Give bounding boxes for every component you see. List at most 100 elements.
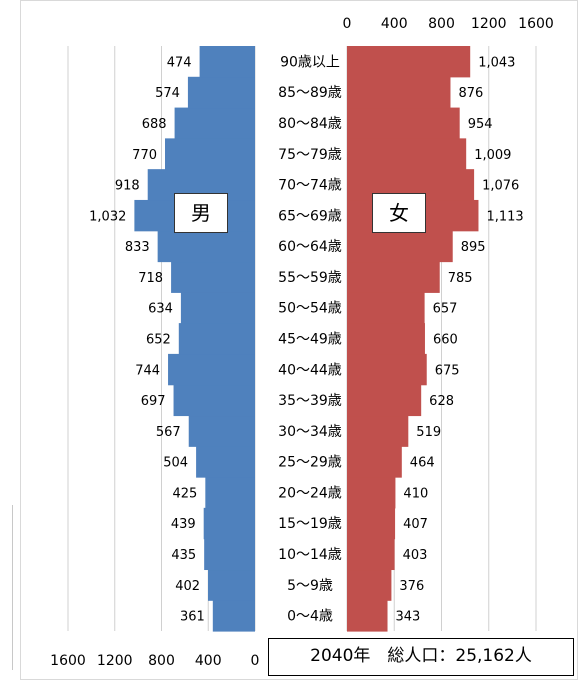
male-data-label: 833 [125, 240, 150, 255]
total-population-caption: 2040年 総人口：25,162人 [268, 638, 574, 676]
female-data-label: 1,076 [482, 179, 519, 194]
female-data-label: 519 [416, 425, 441, 440]
male-bar-0 [212, 600, 255, 632]
male-data-label: 652 [146, 333, 171, 348]
female-bar-6 [347, 415, 409, 447]
female-bar-2 [347, 538, 395, 571]
age-group-label: 25～29歳 [278, 455, 342, 471]
right-axis-tick-label: 1200 [471, 16, 507, 32]
male-data-label: 918 [115, 179, 140, 194]
male-data-label: 718 [138, 271, 163, 286]
male-data-label: 425 [173, 486, 198, 501]
female-data-label: 657 [433, 302, 458, 317]
female-data-label: 876 [458, 86, 483, 101]
female-data-label: 1,009 [474, 148, 511, 163]
female-bar-11 [347, 261, 440, 293]
female-bar-8 [347, 353, 427, 386]
female-data-label: 660 [433, 333, 458, 348]
female-data-label: 403 [403, 548, 428, 563]
male-bar-8 [168, 353, 255, 386]
female-bar-7 [347, 384, 422, 417]
left-axis-tick-label: 1600 [50, 653, 86, 669]
male-bar-6 [188, 415, 255, 447]
right-axis-tick-label: 1600 [518, 16, 554, 32]
female-bar-15 [347, 138, 467, 170]
left-axis-tick-label: 800 [148, 653, 175, 669]
male-data-label: 439 [171, 517, 196, 532]
male-bar-3 [203, 507, 255, 540]
female-bar-16 [347, 107, 460, 139]
female-data-label: 343 [396, 610, 421, 625]
male-data-label: 697 [141, 394, 166, 409]
age-group-label: 55～59歳 [278, 270, 342, 286]
age-group-label: 75～79歳 [278, 147, 342, 163]
female-data-label: 675 [435, 363, 460, 378]
chart-frame [20, 0, 578, 680]
right-axis-tick-label: 800 [428, 16, 455, 32]
age-group-label: 10～14歳 [278, 547, 342, 563]
male-bar-18 [199, 46, 255, 78]
age-group-label: 40～44歳 [278, 362, 342, 378]
age-group-label: 15～19歳 [278, 516, 342, 532]
male-series-label: 男 [174, 193, 228, 233]
male-data-label: 361 [180, 610, 205, 625]
female-data-label: 785 [448, 271, 473, 286]
male-data-label: 770 [132, 148, 157, 163]
male-data-label: 402 [175, 579, 200, 594]
age-group-label: 60～64歳 [278, 239, 342, 255]
female-series-label: 女 [372, 193, 426, 233]
female-data-label: 464 [410, 456, 435, 471]
male-data-label: 688 [142, 117, 167, 132]
female-bar-12 [347, 230, 453, 263]
male-data-label: 474 [167, 55, 192, 70]
male-bar-2 [204, 538, 255, 571]
female-data-label: 895 [461, 240, 486, 255]
male-data-label: 567 [156, 425, 181, 440]
male-bar-5 [196, 446, 255, 478]
male-bar-11 [171, 261, 255, 293]
male-bar-17 [187, 76, 255, 109]
female-data-label: 376 [399, 579, 424, 594]
female-bar-0 [347, 600, 388, 632]
female-bar-18 [347, 46, 471, 78]
male-bar-16 [174, 107, 255, 139]
age-group-label: 70～74歳 [278, 178, 342, 194]
female-data-label: 1,043 [478, 55, 515, 70]
male-data-label: 634 [148, 302, 173, 317]
age-group-label: 30～34歳 [278, 424, 342, 440]
left-axis-tick-label: 1200 [97, 653, 133, 669]
female-bar-17 [347, 76, 451, 109]
right-axis-tick-label: 0 [343, 16, 352, 32]
male-data-label: 435 [171, 548, 196, 563]
left-axis-tick-label: 400 [195, 653, 222, 669]
male-data-label: 1,032 [89, 209, 126, 224]
female-data-label: 410 [403, 486, 428, 501]
female-data-label: 407 [403, 517, 428, 532]
right-axis-tick-label: 400 [381, 16, 408, 32]
male-data-label: 504 [163, 456, 188, 471]
female-data-label: 1,113 [486, 209, 523, 224]
female-data-label: 954 [468, 117, 493, 132]
left-edge-line [0, 505, 13, 670]
age-group-label: 50～54歳 [278, 301, 342, 317]
male-bar-9 [178, 323, 255, 355]
age-group-label: 80～84歳 [278, 116, 342, 132]
male-data-label: 744 [135, 363, 160, 378]
female-bar-5 [347, 446, 402, 478]
male-bar-4 [205, 477, 255, 509]
male-bar-12 [157, 230, 255, 263]
age-group-label: 5～9歳 [287, 578, 333, 594]
age-group-label: 65～69歳 [278, 208, 342, 224]
male-data-label: 574 [155, 86, 180, 101]
male-bar-15 [165, 138, 255, 170]
female-data-label: 628 [429, 394, 454, 409]
female-bar-10 [347, 292, 425, 324]
female-bar-9 [347, 323, 425, 355]
male-bar-7 [173, 384, 255, 417]
left-axis-tick-label: 0 [251, 653, 260, 669]
female-bar-4 [347, 477, 396, 509]
age-group-label: 35～39歳 [278, 393, 342, 409]
age-group-label: 45～49歳 [278, 332, 342, 348]
male-bar-10 [180, 292, 255, 324]
